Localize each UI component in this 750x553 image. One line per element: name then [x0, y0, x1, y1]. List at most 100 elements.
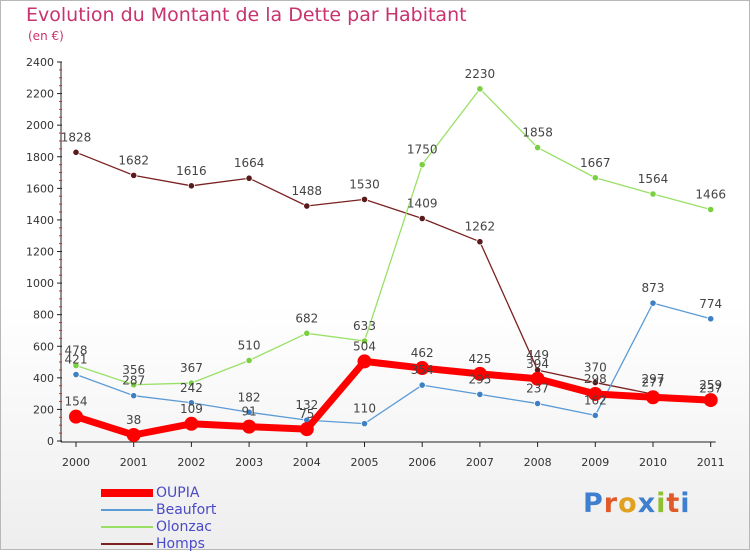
data-point-beaufort — [72, 370, 80, 379]
data-point-oupia — [530, 371, 545, 386]
data-label-olonzac: 1858 — [522, 126, 553, 140]
series-layer — [69, 85, 718, 442]
data-label-oupia: 425 — [468, 352, 491, 366]
y-tick-label: 2000 — [26, 119, 54, 132]
data-point-homps — [303, 202, 311, 210]
data-point-olonzac — [591, 174, 599, 182]
data-label-homps: 1828 — [61, 130, 92, 144]
data-label-beaufort: 354 — [411, 363, 434, 377]
data-point-homps — [245, 174, 253, 182]
legend-swatch-olonzac — [101, 526, 153, 528]
data-label-homps: 1488 — [292, 184, 323, 198]
legend-label-beaufort: Beaufort — [156, 502, 217, 518]
data-point-oupia — [299, 422, 314, 437]
series-line-oupia — [74, 357, 711, 439]
legend-label-oupia: OUPIA — [156, 485, 200, 501]
data-label-oupia: 394 — [526, 357, 549, 371]
data-label-oupia: 462 — [411, 346, 434, 360]
data-label-oupia: 298 — [584, 372, 607, 386]
data-point-oupia — [357, 354, 372, 369]
logo-letter: x — [637, 488, 657, 519]
data-point-olonzac — [533, 143, 542, 152]
data-label-olonzac: 356 — [122, 363, 145, 377]
y-tick-label: 0 — [47, 435, 54, 448]
y-tick-label: 600 — [33, 340, 54, 353]
data-point-olonzac — [187, 379, 195, 387]
data-label-olonzac: 682 — [295, 311, 318, 325]
series-line-olonzac — [75, 88, 711, 386]
y-tick-label: 800 — [33, 309, 54, 322]
data-point-beaufort — [187, 399, 195, 407]
x-tick-label: 2009 — [581, 456, 609, 469]
data-label-homps: 370 — [584, 361, 607, 375]
data-label-oupia: 75 — [299, 407, 314, 421]
y-tick-label: 200 — [33, 403, 54, 416]
data-label-beaufort: 242 — [180, 381, 203, 395]
data-label-homps: 237 — [699, 382, 722, 396]
data-point-olonzac — [72, 361, 80, 370]
y-tick-label: 2400 — [26, 56, 54, 69]
series-line-homps — [75, 151, 711, 405]
x-tick-label: 2005 — [351, 456, 379, 469]
data-label-beaufort: 110 — [353, 402, 376, 416]
data-point-oupia — [184, 416, 199, 431]
data-label-beaufort: 287 — [122, 374, 145, 388]
x-tick-label: 2003 — [235, 456, 263, 469]
x-tick-label: 2008 — [524, 456, 552, 469]
data-point-oupia — [646, 390, 660, 405]
x-tick-label: 2001 — [120, 456, 148, 469]
data-point-homps — [72, 148, 80, 156]
data-point-olonzac — [418, 161, 426, 169]
chart-title: Evolution du Montant de la Dette par Hab… — [26, 4, 467, 26]
data-point-beaufort — [533, 399, 542, 408]
legend-item-oupia: OUPIA — [101, 485, 301, 502]
legend-swatch-beaufort — [101, 509, 153, 511]
legend-item-beaufort: Beaufort — [101, 502, 301, 519]
data-label-oupia: 259 — [699, 378, 722, 392]
data-point-homps — [360, 195, 369, 203]
data-label-oupia: 109 — [180, 402, 203, 416]
data-label-homps: 1682 — [118, 153, 149, 167]
y-tick-label: 1800 — [26, 151, 54, 164]
chart-unit: (en €) — [28, 29, 64, 43]
data-point-oupia — [703, 393, 718, 408]
y-tick-label: 1400 — [26, 214, 54, 227]
data-point-olonzac — [707, 205, 715, 214]
data-point-olonzac — [360, 337, 369, 345]
data-label-homps: 1262 — [465, 220, 496, 234]
data-point-olonzac — [245, 356, 253, 365]
data-label-oupia: 38 — [126, 413, 141, 427]
y-tick-label: 1600 — [26, 182, 54, 195]
data-label-beaufort: 132 — [295, 398, 318, 412]
data-point-homps — [591, 378, 599, 387]
data-label-oupia: 277 — [642, 375, 665, 389]
data-label-beaufort: 873 — [642, 281, 665, 295]
data-point-olonzac — [130, 381, 138, 389]
data-point-beaufort — [649, 299, 657, 307]
legend-swatch-homps — [101, 543, 153, 545]
data-label-beaufort: 295 — [468, 372, 491, 386]
data-label-homps: 1409 — [407, 196, 438, 210]
data-point-olonzac — [476, 85, 484, 93]
data-point-beaufort — [245, 408, 253, 416]
logo-letter: t — [666, 488, 681, 519]
data-label-beaufort: 421 — [65, 353, 88, 367]
chart-axes: 0 200 400 600 800 1000 1200 1400 1600 1800 2000 220… — [26, 56, 725, 469]
data-label-homps: 449 — [526, 348, 549, 362]
data-label-oupia: 154 — [65, 395, 88, 409]
legend-item-homps: Homps — [101, 536, 301, 553]
x-tick-label: 2004 — [293, 456, 321, 469]
data-point-oupia — [69, 409, 83, 424]
legend-item-olonzac: Olonzac — [101, 519, 301, 536]
x-tick-label: 2007 — [466, 456, 494, 469]
data-point-homps — [476, 238, 484, 246]
legend-label-olonzac: Olonzac — [156, 519, 212, 535]
data-point-olonzac — [303, 329, 311, 337]
logo-letter: i — [656, 488, 667, 519]
data-point-homps — [130, 171, 138, 179]
data-label-olonzac: 1667 — [580, 156, 611, 170]
data-point-beaufort — [591, 411, 599, 420]
